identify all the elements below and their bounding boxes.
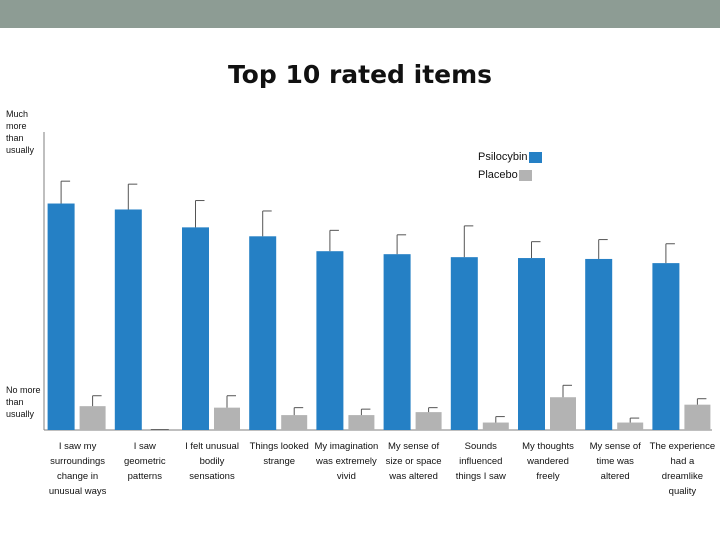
bar-psilocybin-2 (114, 209, 142, 430)
bar-psilocybin-7 (450, 257, 478, 430)
bar-psilocybin-8 (518, 258, 545, 430)
legend-label-placebo: Placebo (478, 169, 518, 181)
bar-psilocybin-4 (249, 236, 277, 430)
y-axis-top-label: Much more than usually (6, 109, 35, 155)
bar-placebo-1 (79, 406, 106, 430)
bar-psilocybin-9 (585, 258, 613, 430)
x-tick-label-4: Things looked strange (249, 441, 309, 467)
bar-placebo-10 (684, 404, 711, 430)
x-tick-label-6: My sense of size or space was altered (385, 441, 442, 482)
legend-swatch-placebo (518, 169, 532, 181)
legend-item-psilocybin: Psilocybin (478, 148, 542, 166)
bar-psilocybin-6 (383, 254, 411, 430)
x-tick-label-2: I saw geometric patterns (123, 441, 166, 482)
legend-item-placebo: Placebo (478, 166, 542, 184)
legend: Psilocybin Placebo (478, 148, 542, 184)
x-tick-label-3: I felt unusual bodily sensations (185, 441, 239, 482)
x-tick-label-7: Sounds influenced things I saw (455, 441, 506, 482)
bar-psilocybin-3 (182, 227, 209, 430)
legend-label-psilocybin: Psilocybin (478, 151, 528, 163)
bar-placebo-9 (617, 422, 644, 430)
x-tick-label-1: I saw my surroundings change in unusual … (48, 441, 107, 497)
bar-placebo-8 (550, 397, 576, 430)
bar-placebo-6 (415, 412, 442, 430)
top-banner (0, 0, 720, 28)
x-tick-label-5: My imagination was extremely vivid (314, 441, 379, 482)
chart-title: Top 10 rated items (227, 60, 493, 89)
bar-psilocybin-1 (47, 203, 75, 430)
legend-swatch-psilocybin (528, 151, 542, 163)
bar-psilocybin-5 (316, 251, 344, 430)
bar-placebo-7 (482, 422, 509, 430)
y-axis-bottom-label: No more than usually (6, 385, 41, 419)
bar-placebo-3 (214, 407, 240, 430)
x-tick-label-8: My thoughts wandered freely (522, 441, 574, 482)
bar-placebo-4 (281, 415, 308, 430)
bar-psilocybin-10 (652, 263, 680, 430)
bar-placebo-5 (348, 415, 375, 430)
x-tick-label-10: The experience had a dreamlike quality (649, 441, 716, 497)
bars-group (47, 180, 711, 430)
x-tick-label-9: My sense of time was altered (589, 441, 641, 482)
